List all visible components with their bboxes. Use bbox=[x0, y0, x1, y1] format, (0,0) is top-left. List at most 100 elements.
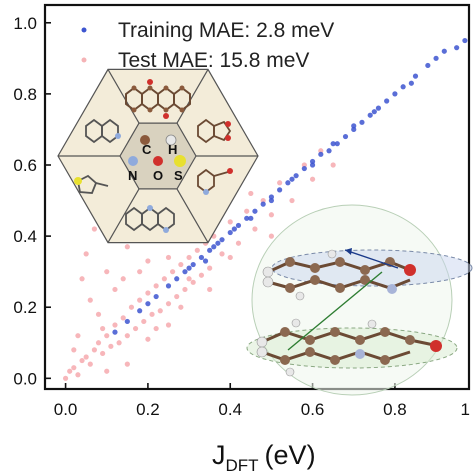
y-axis-ticks: 0.0 0.2 0.4 0.6 0.8 1.0 bbox=[13, 14, 51, 388]
test-point bbox=[207, 265, 213, 271]
training-point bbox=[112, 329, 118, 335]
training-point bbox=[268, 197, 275, 204]
training-point bbox=[301, 165, 307, 172]
carbon-atom-icon bbox=[140, 135, 150, 145]
x-tick-label: 0.0 bbox=[54, 400, 78, 419]
test-point bbox=[91, 226, 97, 232]
training-point bbox=[174, 276, 180, 282]
test-point bbox=[132, 325, 139, 332]
oxygen-atom-icon bbox=[153, 156, 163, 166]
test-point bbox=[178, 304, 184, 310]
y-tick-label: 1.0 bbox=[13, 14, 37, 33]
legend-marker-training bbox=[81, 27, 87, 33]
training-point bbox=[215, 240, 221, 246]
atom-label-o: O bbox=[153, 168, 163, 183]
test-point bbox=[289, 197, 295, 204]
test-point bbox=[186, 276, 192, 282]
test-point bbox=[145, 336, 151, 342]
training-point bbox=[207, 247, 213, 253]
training-point bbox=[412, 73, 419, 79]
legend-label-training: Training MAE: 2.8 meV bbox=[118, 19, 334, 42]
training-point bbox=[285, 180, 291, 186]
training-point bbox=[441, 48, 447, 54]
test-point bbox=[137, 297, 143, 303]
training-point bbox=[182, 269, 188, 275]
test-point bbox=[248, 190, 254, 197]
y-tick-label: 0.4 bbox=[13, 227, 37, 246]
test-point bbox=[301, 162, 307, 168]
test-point bbox=[145, 290, 151, 296]
test-point bbox=[79, 357, 85, 364]
training-point bbox=[371, 109, 377, 115]
test-point bbox=[161, 276, 167, 282]
atom-label-h: H bbox=[168, 142, 177, 157]
test-point bbox=[170, 269, 176, 275]
displacement-vector-blue bbox=[344, 249, 399, 269]
training-point bbox=[145, 301, 151, 307]
test-series-points bbox=[62, 148, 336, 381]
test-point bbox=[71, 347, 77, 353]
x-axis-title: JDFT (eV) bbox=[212, 440, 316, 474]
nitrogen-atom-icon bbox=[128, 156, 138, 166]
legend: Training MAE: 2.8 meV Test MAE: 15.8 meV bbox=[81, 19, 334, 72]
training-point bbox=[462, 37, 468, 44]
training-point bbox=[190, 261, 196, 268]
y-tick-label: 0.2 bbox=[13, 298, 37, 317]
test-point bbox=[116, 340, 122, 346]
test-point bbox=[165, 322, 172, 328]
training-point bbox=[227, 229, 233, 236]
y-tick-label: 0.8 bbox=[13, 85, 37, 104]
test-point bbox=[75, 333, 81, 339]
atom-label-c: C bbox=[142, 142, 152, 157]
x-axis-title-unit: (eV) bbox=[265, 440, 316, 470]
test-point bbox=[112, 286, 118, 293]
x-tick-label: 0.4 bbox=[218, 400, 242, 419]
x-axis-title-subscript: DFT bbox=[226, 456, 259, 474]
x-axis-title-main: J bbox=[212, 440, 226, 470]
training-point bbox=[268, 194, 275, 200]
training-point bbox=[384, 98, 390, 104]
x-axis-ticks: 0.0 0.2 0.4 0.6 0.8 1 bbox=[54, 383, 470, 419]
test-point bbox=[178, 261, 184, 268]
test-point bbox=[71, 365, 77, 371]
test-point bbox=[145, 258, 151, 264]
training-point bbox=[454, 45, 460, 51]
training-point bbox=[293, 173, 299, 179]
test-point bbox=[182, 286, 188, 293]
test-point bbox=[104, 333, 110, 339]
test-point bbox=[153, 283, 159, 289]
test-point bbox=[108, 343, 114, 349]
test-point bbox=[87, 361, 93, 367]
molecule-lower-right-icon bbox=[197, 168, 229, 194]
test-point bbox=[252, 226, 258, 232]
training-point bbox=[342, 133, 349, 140]
test-point bbox=[87, 297, 93, 303]
training-point bbox=[359, 119, 365, 125]
training-point bbox=[326, 148, 332, 154]
y-tick-label: 0.0 bbox=[13, 369, 37, 388]
test-point bbox=[235, 240, 242, 246]
training-point bbox=[219, 237, 225, 243]
test-point bbox=[165, 301, 172, 307]
test-point bbox=[83, 354, 89, 360]
test-point bbox=[194, 247, 200, 253]
test-point bbox=[75, 372, 81, 378]
test-point bbox=[277, 180, 283, 186]
training-point bbox=[124, 318, 130, 325]
x-tick-label: 0.8 bbox=[383, 400, 407, 419]
x-tick-label-partial: 1 bbox=[461, 400, 470, 419]
training-point bbox=[231, 226, 237, 232]
test-point bbox=[124, 333, 130, 339]
test-point bbox=[128, 304, 135, 310]
svg-text:JDFT(eV): JDFT (eV) bbox=[212, 440, 316, 474]
test-point bbox=[198, 272, 205, 278]
test-point bbox=[268, 233, 275, 239]
test-point bbox=[104, 368, 110, 374]
test-point bbox=[207, 286, 213, 293]
training-point bbox=[425, 62, 431, 69]
test-point bbox=[95, 340, 102, 346]
training-point bbox=[277, 187, 283, 193]
molecule-lower-left-icon bbox=[76, 174, 109, 194]
test-point bbox=[330, 162, 336, 168]
